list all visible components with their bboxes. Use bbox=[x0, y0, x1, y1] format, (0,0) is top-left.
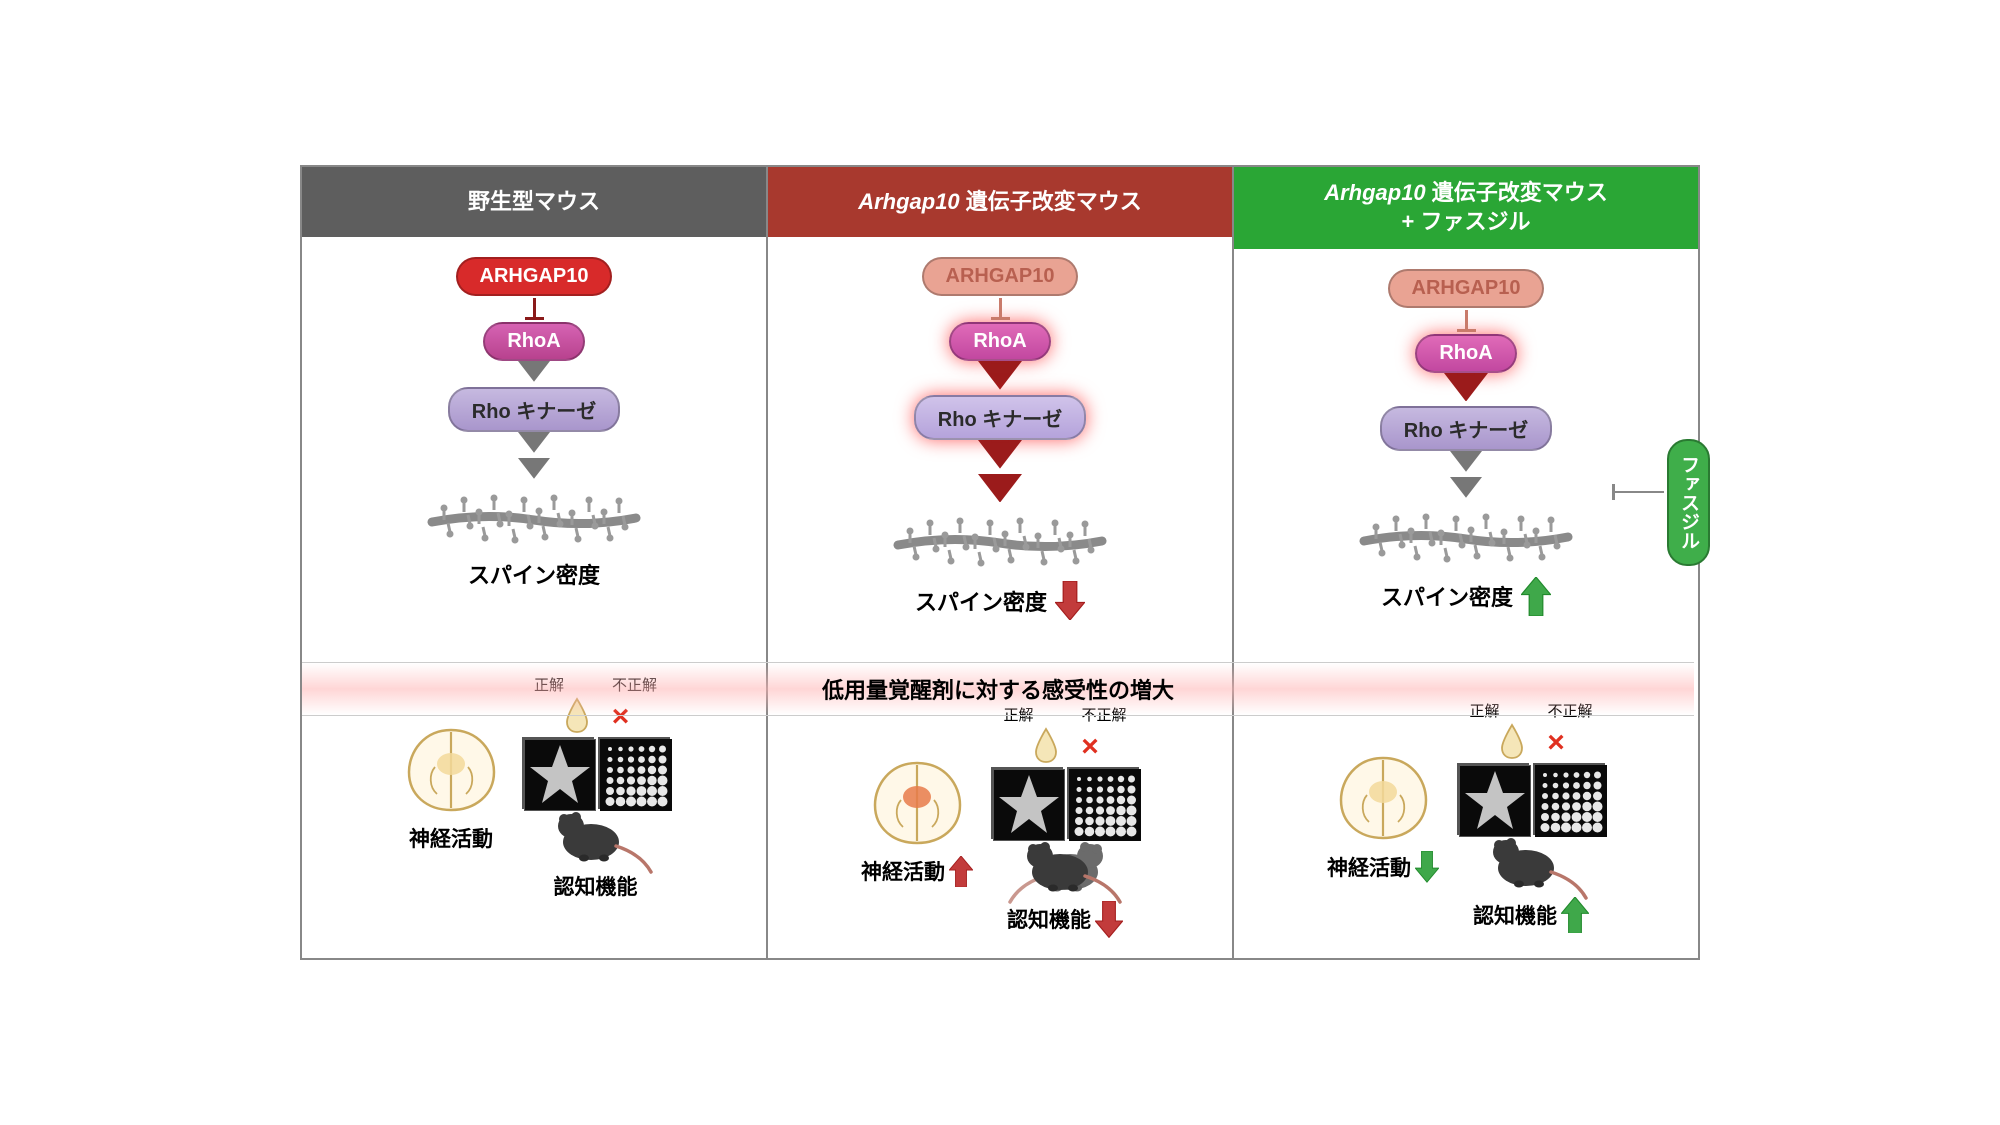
dendrite-graphic bbox=[1356, 509, 1576, 569]
mouse-graphic bbox=[1005, 814, 1125, 909]
arhgap-pill: ARHGAP10 bbox=[456, 257, 613, 296]
pathway-body: ARHGAP10 .column:nth-child(3) .inhibit-l… bbox=[1234, 249, 1698, 636]
diagram-root: 野生型マウス ARHGAP10 .column:nth-child(1) .in… bbox=[300, 165, 1700, 959]
inhibit-symbol: .column:nth-child(1) .inhibit-line::afte… bbox=[533, 298, 536, 320]
brain-icon bbox=[1331, 750, 1436, 845]
result-icons: × bbox=[1031, 727, 1099, 767]
arrow-down-1 bbox=[518, 361, 550, 387]
arhgap-pill: ARHGAP10 bbox=[1388, 269, 1545, 308]
arrow-down-3 bbox=[1450, 477, 1482, 503]
droplet-icon bbox=[1031, 727, 1061, 767]
header-text: 野生型マウス bbox=[468, 188, 600, 217]
column-header: 野生型マウス bbox=[302, 167, 766, 237]
arrow-down-1 bbox=[978, 361, 1022, 395]
arrow-down-3 bbox=[518, 458, 550, 484]
sensitivity-band: 低用量覚醒剤に対する感受性の増大 bbox=[302, 662, 1694, 716]
spine-density-label: スパイン密度 bbox=[1381, 577, 1551, 616]
fasudil-inhibit-line bbox=[1612, 491, 1664, 494]
arrow-down-2 bbox=[978, 440, 1022, 474]
inhibit-symbol: .column:nth-child(2) .inhibit-line::afte… bbox=[999, 298, 1002, 320]
column-header: Arhgap10 遺伝子改変マウス bbox=[768, 167, 1232, 237]
mouse-graphic bbox=[536, 784, 656, 879]
bottom-section: 神経活動 正解不正解 × 認知機能 bbox=[768, 690, 1232, 957]
header-suffix: 遺伝子改変マウス+ ファスジル bbox=[1402, 180, 1608, 234]
rhoa-pill: RhoA bbox=[1415, 334, 1516, 373]
column-2: Arhgap10 遺伝子改変マウス+ ファスジル ARHGAP10 .colum… bbox=[1234, 167, 1698, 957]
neural-activity-label: 神経活動 bbox=[409, 823, 493, 853]
column-0: 野生型マウス ARHGAP10 .column:nth-child(1) .in… bbox=[302, 167, 768, 957]
result-icons: × bbox=[1497, 723, 1565, 763]
brain-icon bbox=[399, 722, 504, 817]
droplet-icon bbox=[1497, 723, 1527, 763]
rhoa-pill: RhoA bbox=[483, 322, 584, 361]
neural-activity-label: 神経活動 bbox=[861, 856, 973, 887]
rhokinase-pill: Rho キナーゼ bbox=[448, 387, 620, 432]
neural-activity-label: 神経活動 bbox=[1327, 851, 1439, 882]
fasudil-pill: ファスジル bbox=[1667, 439, 1710, 566]
arrow-down-2 bbox=[1450, 451, 1482, 477]
pathway-body: ARHGAP10 .column:nth-child(2) .inhibit-l… bbox=[768, 237, 1232, 640]
spine-density-label: スパイン密度 bbox=[915, 581, 1085, 620]
dendrite-graphic bbox=[424, 490, 644, 550]
arhgap-pill: ARHGAP10 bbox=[922, 257, 1079, 296]
pathway-body: ARHGAP10 .column:nth-child(1) .inhibit-l… bbox=[302, 237, 766, 609]
arrow-down-1 bbox=[1444, 373, 1488, 407]
mouse-graphic bbox=[1471, 810, 1591, 905]
column-header: Arhgap10 遺伝子改変マウス+ ファスジル bbox=[1234, 167, 1698, 248]
column-1: Arhgap10 遺伝子改変マウス ARHGAP10 .column:nth-c… bbox=[768, 167, 1234, 957]
cross-icon: × bbox=[1547, 726, 1565, 760]
header-italic: Arhgap10 bbox=[858, 189, 959, 214]
spine-density-label: スパイン密度 bbox=[468, 558, 600, 590]
dendrite-graphic bbox=[890, 513, 1110, 573]
brain-icon bbox=[865, 755, 970, 850]
inhibit-symbol: .column:nth-child(3) .inhibit-line::afte… bbox=[1465, 310, 1468, 332]
header-italic: Arhgap10 bbox=[1324, 180, 1425, 205]
bottom-section: 神経活動 正解不正解 × 認知機能 bbox=[1234, 686, 1698, 953]
rhokinase-pill: Rho キナーゼ bbox=[1380, 406, 1552, 451]
arrow-down-3 bbox=[978, 474, 1022, 508]
header-suffix: 遺伝子改変マウス bbox=[960, 189, 1142, 214]
columns-wrap: 野生型マウス ARHGAP10 .column:nth-child(1) .in… bbox=[300, 165, 1700, 959]
cross-icon: × bbox=[1081, 730, 1099, 764]
rhoa-pill: RhoA bbox=[949, 322, 1050, 361]
arrow-down-2 bbox=[518, 432, 550, 458]
rhokinase-pill: Rho キナーゼ bbox=[914, 395, 1086, 440]
